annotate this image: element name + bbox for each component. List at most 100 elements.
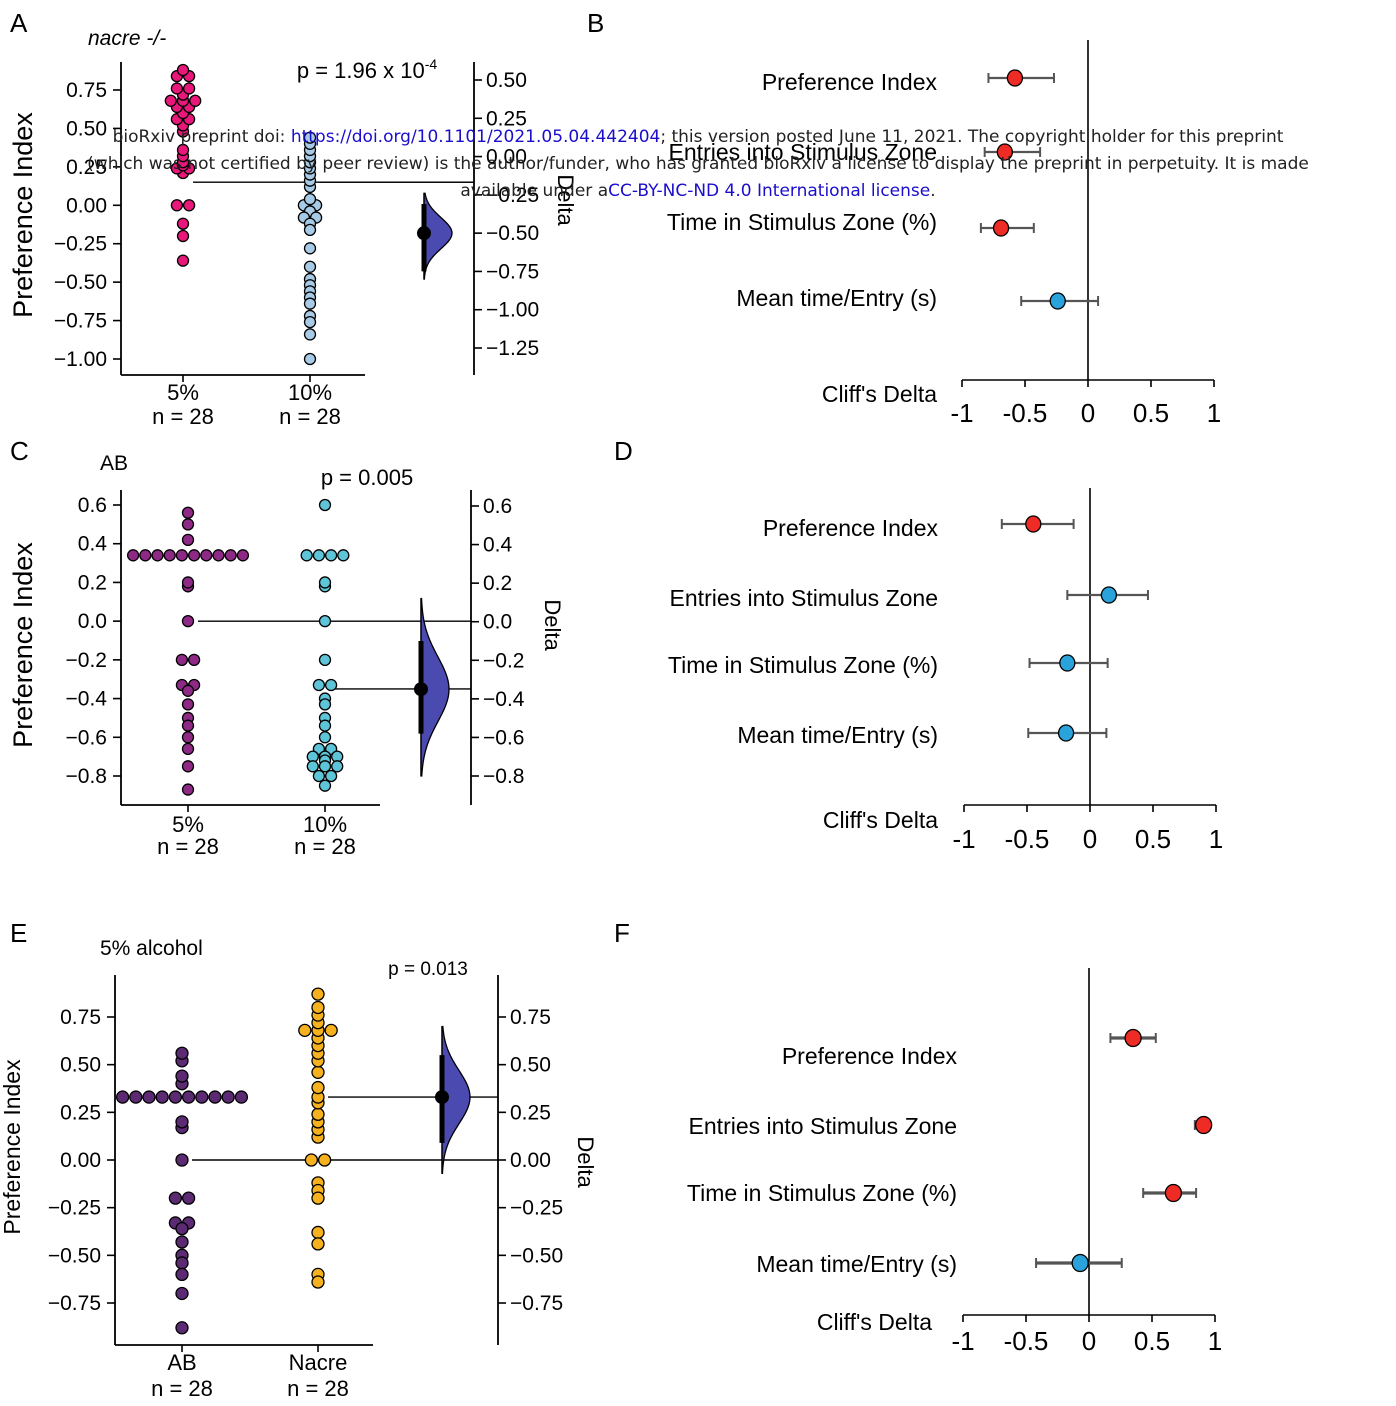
x-tick-label: 1 bbox=[1208, 1326, 1222, 1356]
effect-point bbox=[992, 219, 1010, 237]
x-tick-label: 0 bbox=[1083, 824, 1097, 854]
y-tick-label: −0.25 bbox=[48, 1197, 101, 1220]
y-tick-label: 0.6 bbox=[78, 494, 107, 517]
x-tick-label: -0.5 bbox=[1005, 824, 1050, 854]
notice-line2: (which was not certified by peer review)… bbox=[87, 154, 1309, 174]
data-point bbox=[311, 1191, 325, 1205]
data-point bbox=[176, 229, 190, 243]
data-point bbox=[224, 549, 237, 562]
delta-mean-point bbox=[435, 1090, 449, 1105]
y-tick-label: −0.75 bbox=[48, 1292, 101, 1315]
delta-tick-label: 0.2 bbox=[483, 572, 512, 595]
data-point bbox=[303, 260, 317, 273]
data-point bbox=[176, 254, 190, 267]
data-point bbox=[164, 94, 177, 107]
data-point bbox=[181, 731, 195, 744]
data-point bbox=[168, 1191, 183, 1205]
x-tick-label: 0 bbox=[1081, 398, 1095, 428]
group-n-label: n = 28 bbox=[294, 834, 356, 859]
effect-point bbox=[1100, 586, 1118, 604]
data-point bbox=[168, 1090, 183, 1104]
y-axis-label: Preference Index bbox=[8, 112, 38, 318]
data-point bbox=[318, 576, 332, 589]
delta-tick-label: −0.75 bbox=[510, 1292, 563, 1315]
y-tick-label: −1.00 bbox=[54, 348, 107, 371]
data-point bbox=[318, 760, 332, 773]
x-tick-label: 1 bbox=[1209, 824, 1223, 854]
data-point bbox=[155, 1090, 169, 1104]
panel-letter-d: D bbox=[614, 436, 633, 466]
row-label: Mean time/Entry (s) bbox=[737, 722, 938, 748]
delta-tick-label: 0.00 bbox=[486, 146, 527, 169]
effect-point bbox=[1124, 1028, 1142, 1048]
data-point bbox=[175, 1235, 189, 1249]
data-point bbox=[175, 549, 189, 562]
y-tick-label: −0.4 bbox=[66, 688, 108, 711]
row-label: Entries into Stimulus Zone bbox=[670, 585, 938, 611]
data-point bbox=[311, 1225, 325, 1240]
group-label: AB bbox=[167, 1350, 196, 1375]
data-point bbox=[318, 698, 332, 711]
delta-tick-label: −0.6 bbox=[483, 726, 524, 749]
row-label: Mean time/Entry (s) bbox=[736, 285, 937, 311]
data-point bbox=[303, 328, 317, 341]
doi-link[interactable]: https://doi.org/10.1101/2021.05.04.44240… bbox=[290, 127, 661, 147]
delta-tick-label: 0.6 bbox=[483, 495, 512, 518]
data-point bbox=[181, 698, 195, 711]
notice-line3-post: . bbox=[930, 181, 936, 201]
license-link[interactable]: CC-BY-NC-ND 4.0 International license bbox=[608, 181, 931, 201]
y-tick-label: −0.50 bbox=[48, 1244, 101, 1267]
delta-tick-label: 0.4 bbox=[483, 534, 513, 557]
data-point bbox=[187, 653, 201, 667]
row-label: Preference Index bbox=[782, 1043, 958, 1069]
group-label: 5% bbox=[172, 812, 204, 837]
data-point bbox=[195, 1090, 209, 1104]
data-point bbox=[311, 1065, 325, 1079]
y-tick-label: 0.75 bbox=[60, 1006, 101, 1029]
preprint-notice: bioRxiv preprint doi: https://doi.org/10… bbox=[0, 124, 1396, 205]
data-point bbox=[175, 1286, 189, 1301]
data-point bbox=[318, 779, 332, 792]
data-point bbox=[318, 498, 332, 512]
delta-tick-label: −0.2 bbox=[483, 649, 524, 672]
y-tick-label: −0.2 bbox=[66, 649, 107, 672]
data-point bbox=[200, 549, 213, 562]
data-point bbox=[312, 549, 326, 562]
delta-tick-label: −1.00 bbox=[486, 299, 539, 322]
x-tick-label: -0.5 bbox=[1004, 1326, 1049, 1356]
y-tick-label: −0.50 bbox=[54, 271, 107, 294]
effect-point bbox=[1025, 515, 1042, 533]
data-point bbox=[175, 1153, 189, 1167]
y-tick-label: −0.8 bbox=[66, 765, 107, 788]
panel-title: 5% alcohol bbox=[100, 937, 203, 960]
data-point bbox=[303, 131, 317, 144]
y-tick-label: −0.6 bbox=[66, 726, 107, 749]
data-point bbox=[318, 731, 332, 744]
delta-tick-label: 0.25 bbox=[486, 107, 527, 130]
delta-tick-label: −0.75 bbox=[486, 260, 539, 283]
data-point bbox=[303, 352, 317, 366]
data-point bbox=[187, 549, 201, 562]
p-value-label: p = 1.96 x 10-4 bbox=[297, 56, 437, 83]
data-point bbox=[324, 678, 338, 692]
data-point bbox=[304, 1153, 319, 1167]
row-label: Preference Index bbox=[763, 515, 939, 541]
data-point bbox=[175, 1221, 189, 1236]
group-label: Nacre bbox=[289, 1350, 348, 1375]
data-point bbox=[303, 297, 317, 310]
data-point bbox=[324, 549, 338, 562]
data-point bbox=[163, 549, 176, 562]
p-value-label: p = 0.005 bbox=[321, 465, 413, 490]
delta-tick-label: −0.4 bbox=[483, 688, 525, 711]
delta-tick-label: −1.25 bbox=[486, 337, 539, 360]
y-tick-label: 0.25 bbox=[66, 156, 107, 179]
panel-title: AB bbox=[100, 452, 128, 475]
y-tick-label: 0.00 bbox=[66, 194, 107, 217]
p-value-label: p = 0.013 bbox=[388, 959, 468, 980]
data-point bbox=[337, 549, 350, 562]
delta-tick-label: −0.25 bbox=[510, 1197, 563, 1220]
x-tick-label: -1 bbox=[951, 1326, 974, 1356]
data-point bbox=[139, 549, 152, 562]
data-point bbox=[208, 1090, 222, 1104]
data-point bbox=[175, 1069, 189, 1083]
